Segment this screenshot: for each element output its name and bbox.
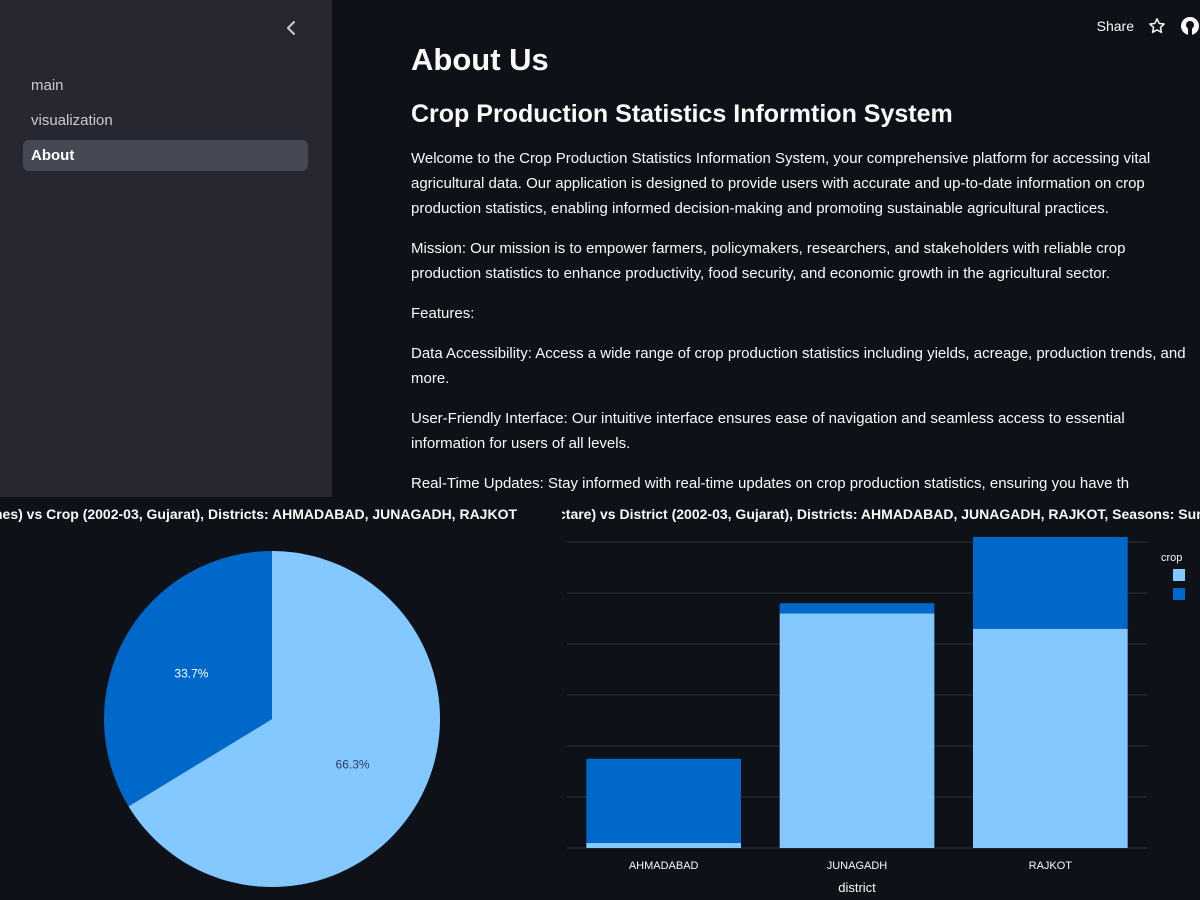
legend-swatch[interactable] [1173,588,1185,600]
bar-segment[interactable] [973,536,1128,629]
pie-slice-label: 33.7% [174,667,208,681]
about-content: About Us Crop Production Statistics Info… [411,38,1186,497]
x-axis-label: district [838,880,876,895]
legend-title: crop [1161,552,1182,564]
pie-chart: 66.3% 33.7% [103,551,440,887]
x-tick-label: AHMADABAD [629,860,699,872]
pie-slice[interactable] [103,551,273,807]
pie-chart-title-container: nes) vs Crop (2002-03, Gujarat), Distric… [0,497,562,537]
pie-chart-title: nes) vs Crop (2002-03, Gujarat), Distric… [0,506,518,522]
paragraph-features: Features: [411,305,475,322]
page-title: About Us [411,42,549,77]
paragraph-data-accessibility: Data Accessibility: Access a wide range … [411,345,1186,387]
x-tick-label: RAJKOT [1029,860,1073,872]
paragraph-welcome: Welcome to the Crop Production Statistic… [411,150,1151,217]
bar-segment[interactable] [973,628,1128,848]
bar-segment[interactable] [779,603,935,614]
paragraph-mission: Mission: Our mission is to empower farme… [411,240,1126,282]
bar-segment[interactable] [779,613,935,848]
sidebar: main visualization About [0,0,332,497]
chevron-left-icon [287,21,295,35]
main-content: Share About Us Crop Production Statistic… [332,0,1200,497]
x-tick-label: JUNAGADH [827,860,888,872]
bar-chart-title-container: ctare) vs District (2002-03, Gujarat), D… [562,497,1200,537]
paragraph-real-time: Real-Time Updates: Stay informed with re… [411,475,1130,492]
paragraph-user-friendly: User-Friendly Interface: Our intuitive i… [411,410,1125,452]
bar-chart-title: ctare) vs District (2002-03, Gujarat), D… [562,506,1200,522]
charts-area: nes) vs Crop (2002-03, Gujarat), Distric… [0,497,1200,900]
bar-chart: AHMADABAD JUNAGADH RAJKOT district crop [567,536,1185,895]
bar-segment[interactable] [586,758,741,843]
sidebar-item-visualization[interactable]: visualization [31,112,113,129]
sidebar-nav: main visualization About [23,70,308,175]
sidebar-item-about[interactable]: About [23,140,308,171]
bar-segment[interactable] [586,842,741,848]
legend-swatch[interactable] [1173,569,1185,581]
collapse-sidebar-button[interactable] [278,15,304,41]
section-title: Crop Production Statistics Informtion Sy… [411,100,953,128]
share-button[interactable]: Share [1096,18,1134,34]
pie-slice[interactable] [128,551,440,887]
star-icon[interactable] [1148,17,1166,35]
pie-slice-label: 66.3% [336,757,370,771]
header-toolbar: Share [1097,14,1200,38]
github-icon[interactable] [1180,16,1200,36]
sidebar-item-main[interactable]: main [31,77,64,94]
